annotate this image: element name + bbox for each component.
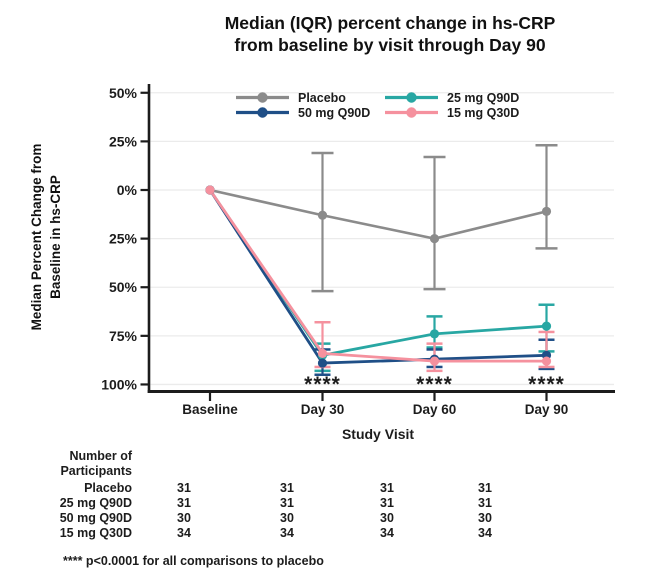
participants-count: 31 [280,496,294,510]
legend-swatch-dot [406,92,417,103]
participants-header-line1: Number of [69,449,133,463]
series-line-50-mg-Q90D [208,189,547,365]
participants-table-header: Number of Participants [0,449,648,479]
series-line-25-mg-Q90D [208,189,547,357]
significance-marker: **** [304,373,341,396]
y-tick-label: 25% [109,231,138,247]
participants-count: 34 [177,526,191,540]
participants-count: 31 [177,496,191,510]
data-point-15-mg-Q30D [541,356,552,366]
series-line-Placebo [209,188,547,240]
y-tick-label: 25% [109,133,138,149]
significance-marker: **** [416,373,453,396]
legend-label: 50 mg Q90D [298,106,370,120]
participants-count: 31 [177,481,191,495]
y-axis-title-line1: Median Percent Change from [29,143,44,331]
participants-count: 31 [280,481,294,495]
participants-row: 15 mg Q30D 34 34 34 34 [0,526,648,541]
participants-count: 30 [380,511,394,525]
data-point-Placebo [317,210,328,220]
data-point-15-mg-Q30D [205,185,215,195]
participants-row: 25 mg Q90D 31 31 31 31 [0,496,648,511]
x-tick-label: Day 60 [413,402,457,417]
participants-table: Number of Participants Placebo 31 31 31 31 25… [0,449,648,541]
participants-count: 30 [478,511,492,525]
participants-row: Placebo 31 31 31 31 [0,481,648,496]
y-tick-label: 0% [117,182,138,198]
significance-footnote: **** p<0.0001 for all comparisons to pla… [63,554,324,568]
participants-row: 50 mg Q90D 30 30 30 30 [0,511,648,526]
series-line-15-mg-Q30D [208,189,547,363]
participants-count: 34 [280,526,294,540]
legend-label: 25 mg Q90D [447,91,519,105]
participants-count: 30 [177,511,191,525]
data-point-50-mg-Q90D [317,358,328,368]
y-tick-label: 100% [101,376,137,392]
y-tick-label: 75% [109,328,138,344]
participants-row-label: 50 mg Q90D [59,511,132,525]
y-tick-label: 50% [109,279,138,295]
participants-count: 31 [478,481,492,495]
participants-row-label: 15 mg Q30D [59,526,132,540]
y-axis-title-line2: Baseline in hs-CRP [48,175,63,299]
participants-count: 34 [478,526,492,540]
x-axis-title: Study Visit [342,426,414,442]
y-axis-title: Median Percent Change from Baseline in h… [27,127,67,347]
chart-title-line1: Median (IQR) percent change in hs-CRP [224,13,556,33]
x-tick-label: Baseline [182,402,238,417]
legend-label: 15 mg Q30D [447,106,519,120]
legend-label: Placebo [298,91,346,105]
participants-count: 31 [478,496,492,510]
chart-title-line2: from baseline by visit through Day 90 [234,35,546,55]
data-point-25-mg-Q90D [429,329,440,339]
data-point-25-mg-Q90D [541,321,552,331]
data-point-Placebo [541,206,552,216]
legend-swatch-dot [257,107,268,118]
participants-count: 34 [380,526,394,540]
y-tick-label: 50% [109,85,138,101]
participants-row-label: Placebo [84,481,132,495]
legend-swatch-dot [406,107,417,118]
significance-marker: **** [528,373,565,396]
chart-canvas: 50% 25% 0% 25% 50% 75% 100% Baseline Day 30 Day 6… [101,84,615,442]
participants-count: 31 [380,481,394,495]
participants-count: 31 [380,496,394,510]
participants-header-line2: Participants [60,464,132,478]
chart-title: Median (IQR) percent change in hs-CRP fr… [132,12,648,56]
data-point-Placebo [429,234,440,244]
data-point-15-mg-Q30D [429,356,440,366]
data-point-15-mg-Q30D [317,348,328,358]
legend-swatch-dot [257,92,268,103]
x-tick-label: Day 30 [301,402,345,417]
participants-count: 30 [280,511,294,525]
x-tick-label: Day 90 [525,402,569,417]
participants-row-label: 25 mg Q90D [59,496,132,510]
